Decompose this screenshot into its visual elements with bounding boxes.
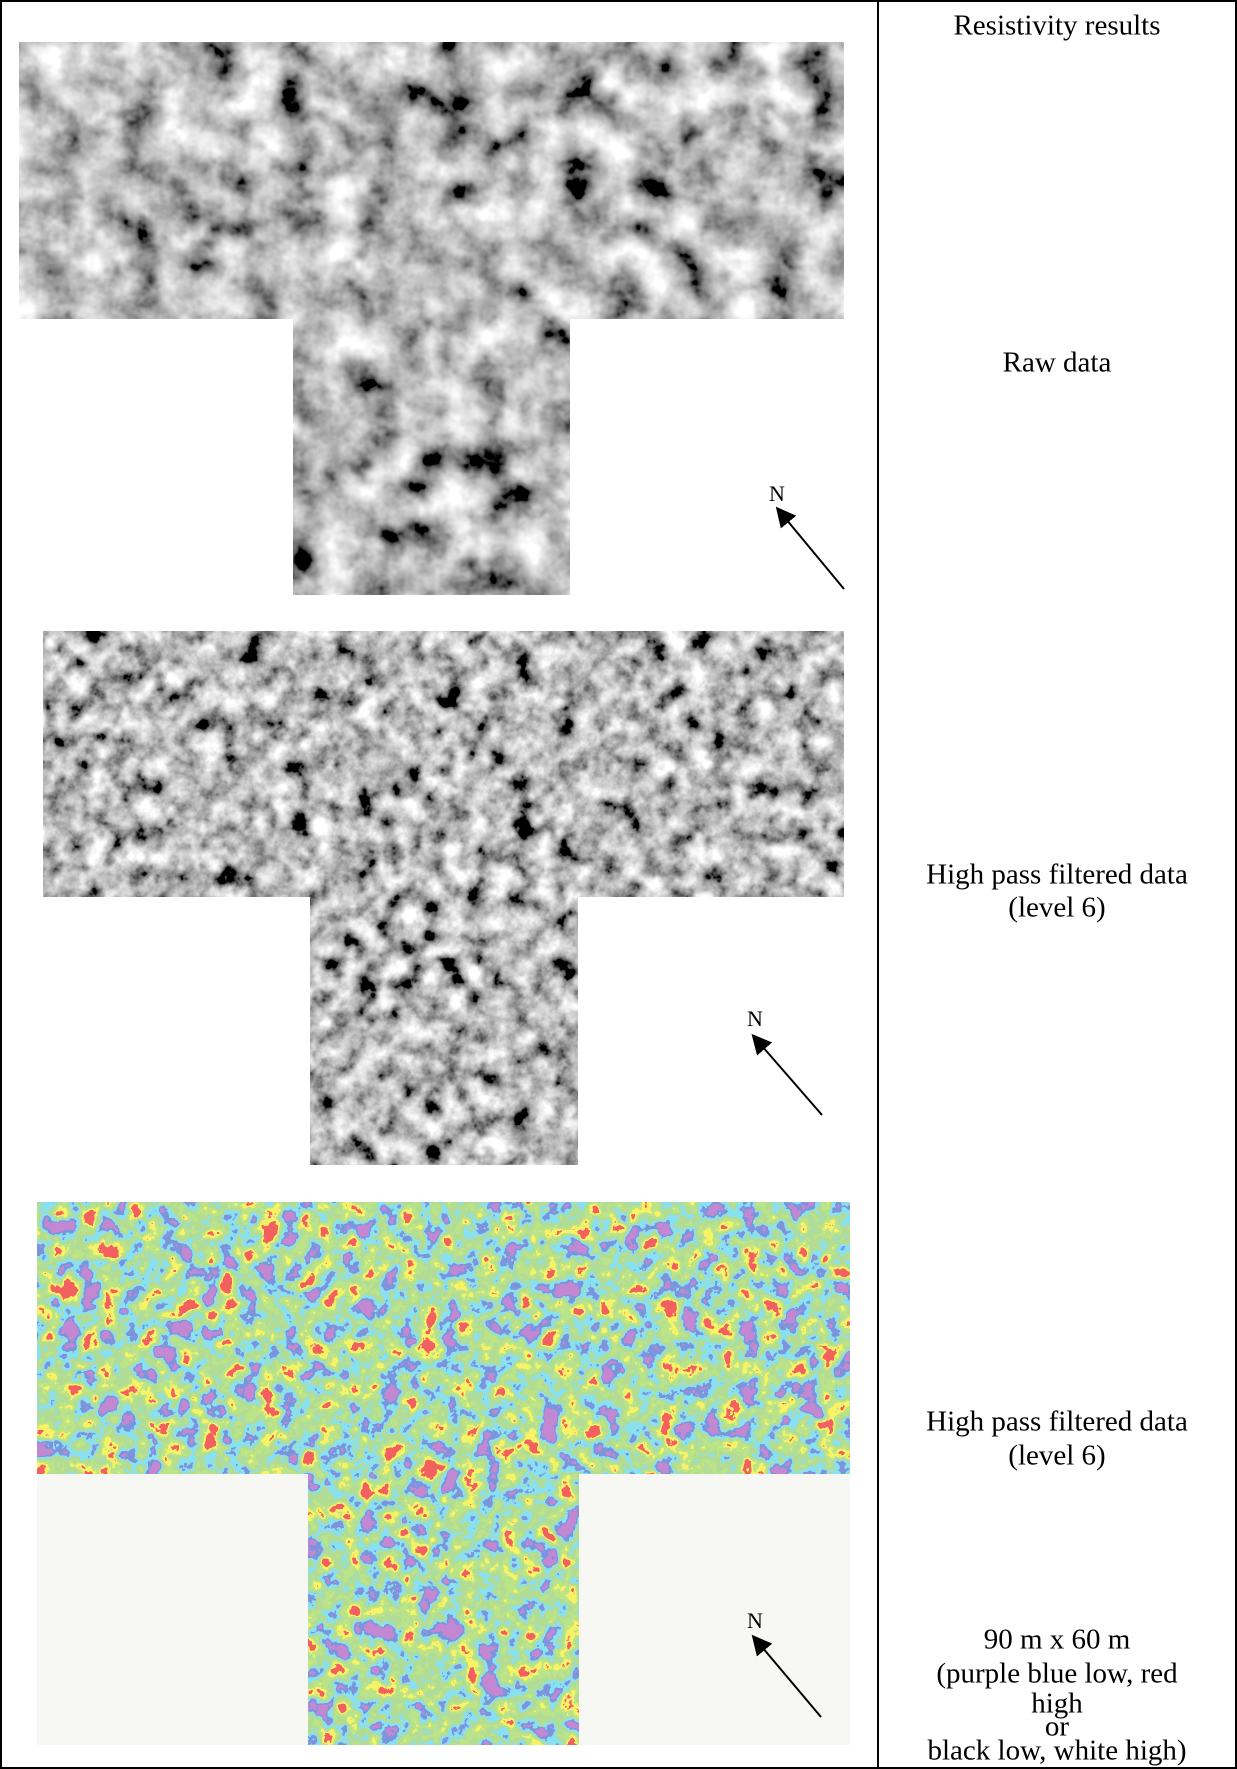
north-arrow [762,1046,822,1115]
note: (purple blue low, red [936,1658,1178,1690]
north-label: N [747,1608,763,1633]
document: N N N Resistivity results Raw data High … [0,0,1237,1769]
north-label: N [769,481,785,506]
north-arrow [786,519,844,589]
high-pass-gray-image [43,631,844,1165]
column-header: Resistivity results [953,10,1160,42]
caption: (level 6) [1008,892,1105,924]
north-label: N [747,1006,763,1031]
caption: (level 6) [1008,1440,1105,1472]
raw-data-image [19,42,844,595]
page: N N N Resistivity results Raw data High … [0,0,1237,1769]
note: black low, white high) [927,1735,1186,1767]
caption: Raw data [1003,347,1112,379]
note: 90 m x 60 m [984,1624,1131,1656]
caption: High pass filtered data [926,1406,1188,1438]
caption: High pass filtered data [926,859,1188,891]
